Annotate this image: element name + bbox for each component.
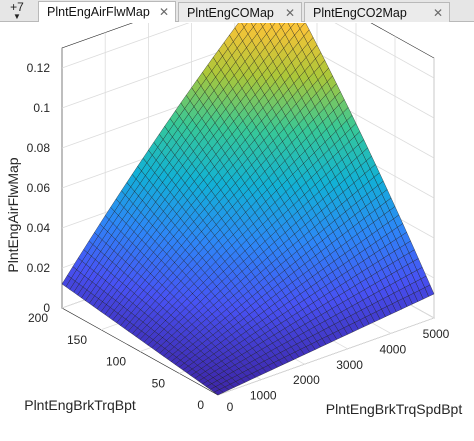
tab-overflow-button[interactable]: +7 ▼ xyxy=(0,0,34,22)
y-tick-label: 150 xyxy=(67,333,87,347)
tab-label: PlntEngAirFlwMap xyxy=(47,5,150,19)
x-tick-label: 2000 xyxy=(293,373,320,387)
y-tick-label: 50 xyxy=(152,376,166,390)
tab-label: PlntEngCOMap xyxy=(187,5,274,20)
tab-plnt-eng-co-map[interactable]: PlntEngCOMap ✕ xyxy=(178,2,302,22)
z-tick-label: 0.04 xyxy=(27,221,51,235)
z-tick-label: 0 xyxy=(43,301,50,315)
x-tick-label: 1000 xyxy=(250,389,277,403)
tab-plnt-eng-air-flw-map[interactable]: PlntEngAirFlwMap ✕ xyxy=(38,1,176,22)
z-tick-label: 0.1 xyxy=(33,101,50,115)
z-tick-label: 0.08 xyxy=(27,141,51,155)
tab-overflow-count: +7 xyxy=(10,0,24,14)
y-tick-label: 200 xyxy=(28,311,48,325)
y-tick-label: 100 xyxy=(106,355,126,369)
x-tick-label: 5000 xyxy=(423,327,450,341)
x-axis-label: PlntEngBrkTrqSpdBpt xyxy=(326,401,463,417)
close-icon[interactable]: ✕ xyxy=(284,6,295,20)
surface-mesh xyxy=(61,0,435,396)
z-tick-label: 0.02 xyxy=(27,261,51,275)
tick-labels: 0 0.02 0.04 0.06 0.08 0.1 0.12 0 50 100 150 200 1000… xyxy=(27,61,450,414)
y-grid-line xyxy=(217,58,435,396)
x-tick-label: 4000 xyxy=(379,342,406,356)
x-tick-label: 3000 xyxy=(336,358,363,372)
tab-label: PlntEngCO2Map xyxy=(313,5,407,20)
z-tick-label: 0.12 xyxy=(27,61,51,75)
z-grid-line xyxy=(61,0,435,79)
y-axis-label: PlntEngBrkTrqBpt xyxy=(24,397,136,413)
close-icon[interactable]: ✕ xyxy=(432,6,443,20)
tab-plnt-eng-co2-map[interactable]: PlntEngCO2Map ✕ xyxy=(304,2,450,22)
close-icon[interactable]: ✕ xyxy=(158,5,169,19)
chevron-down-icon: ▼ xyxy=(13,12,21,21)
surface-patch xyxy=(213,389,224,396)
z-tick-label: 0.06 xyxy=(27,181,51,195)
tab-bar: +7 ▼ PlntEngAirFlwMap ✕ PlntEngCOMap ✕ P… xyxy=(0,0,474,22)
z-axis-label: PlntEngAirFlwMap xyxy=(5,157,21,272)
x-tick-label: 0 xyxy=(227,400,234,414)
y-tick-label: 0 xyxy=(197,398,204,412)
